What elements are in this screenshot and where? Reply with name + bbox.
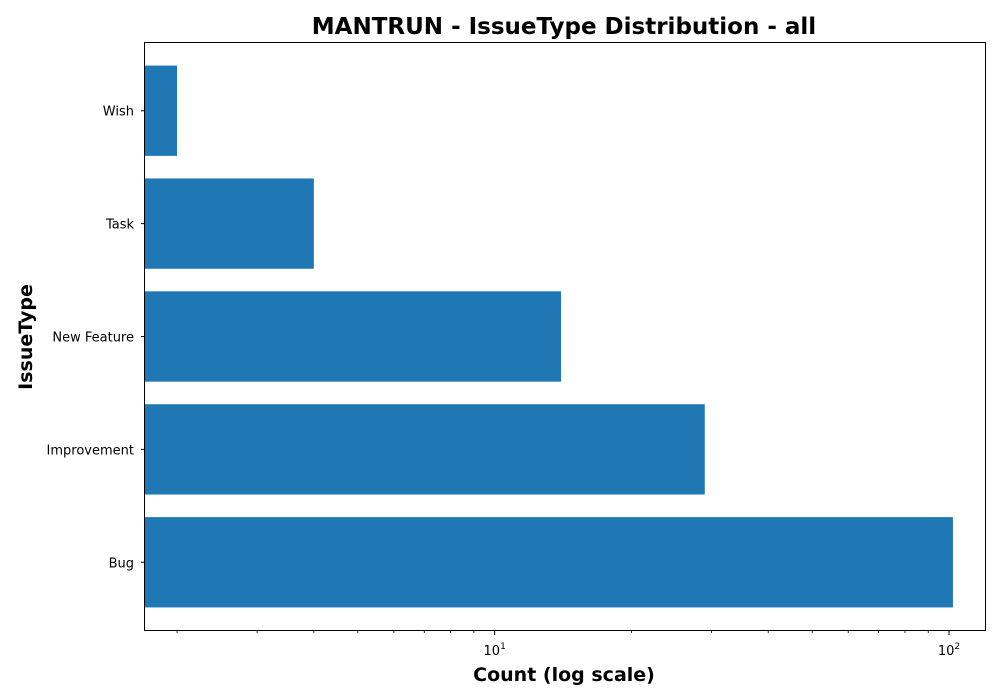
chart-title: MANTRUN - IssueType Distribution - all bbox=[312, 14, 816, 40]
y-tick-label-new-feature: New Feature bbox=[52, 331, 134, 346]
y-axis-label: IssueType bbox=[15, 284, 37, 390]
y-tick-label-task: Task bbox=[105, 218, 135, 233]
y-tick-label-improvement: Improvement bbox=[47, 443, 134, 458]
y-tick-label-wish: Wish bbox=[103, 105, 134, 120]
bars-layer bbox=[145, 65, 953, 608]
bar-task bbox=[145, 178, 314, 269]
bar-bug bbox=[145, 517, 953, 608]
x-tick-label-10: 101 bbox=[484, 642, 506, 659]
y-ticks-layer: Bug Improvement New Feature Task Wish bbox=[47, 105, 145, 571]
bar-new-feature bbox=[145, 291, 562, 382]
x-ticks-layer: 101 102 bbox=[176, 630, 960, 659]
x-tick-label-100: 102 bbox=[938, 642, 960, 659]
x-axis-label: Count (log scale) bbox=[473, 664, 655, 686]
y-tick-label-bug: Bug bbox=[109, 556, 134, 571]
bar-improvement bbox=[145, 404, 705, 495]
bar-wish bbox=[145, 65, 178, 156]
